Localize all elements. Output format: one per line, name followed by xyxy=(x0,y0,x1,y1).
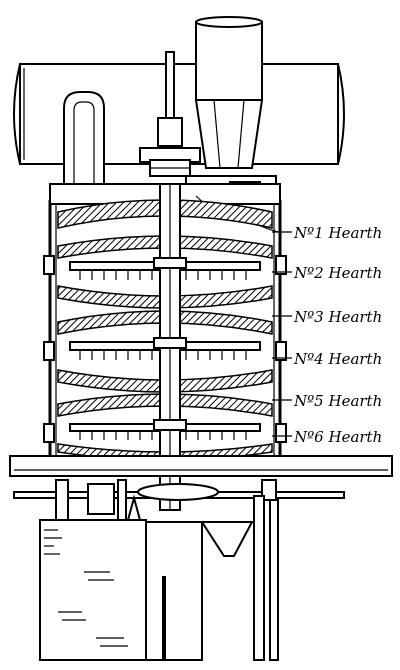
hearth-label-5: Nº5 Hearth xyxy=(293,392,382,410)
base-platform xyxy=(9,455,393,477)
gooseneck-pipe xyxy=(63,91,105,200)
hearth-label-1: Nº1 Hearth xyxy=(293,224,382,242)
hearth-label-4: Nº4 Hearth xyxy=(293,350,382,368)
discharge-hopper xyxy=(200,495,279,661)
drive-gear xyxy=(13,479,345,521)
hearth-label-6: Nº6 Hearth xyxy=(293,428,382,446)
hearth-label-3: Nº3 Hearth xyxy=(293,308,382,326)
shell-brackets xyxy=(43,255,287,443)
masonry-foundation xyxy=(39,519,203,661)
hearth-labels: Nº1 Hearth Nº2 Hearth Nº3 Hearth Nº4 Hea… xyxy=(272,224,382,446)
hearth-label-2: Nº2 Hearth xyxy=(293,264,382,282)
feed-hopper xyxy=(194,16,264,169)
